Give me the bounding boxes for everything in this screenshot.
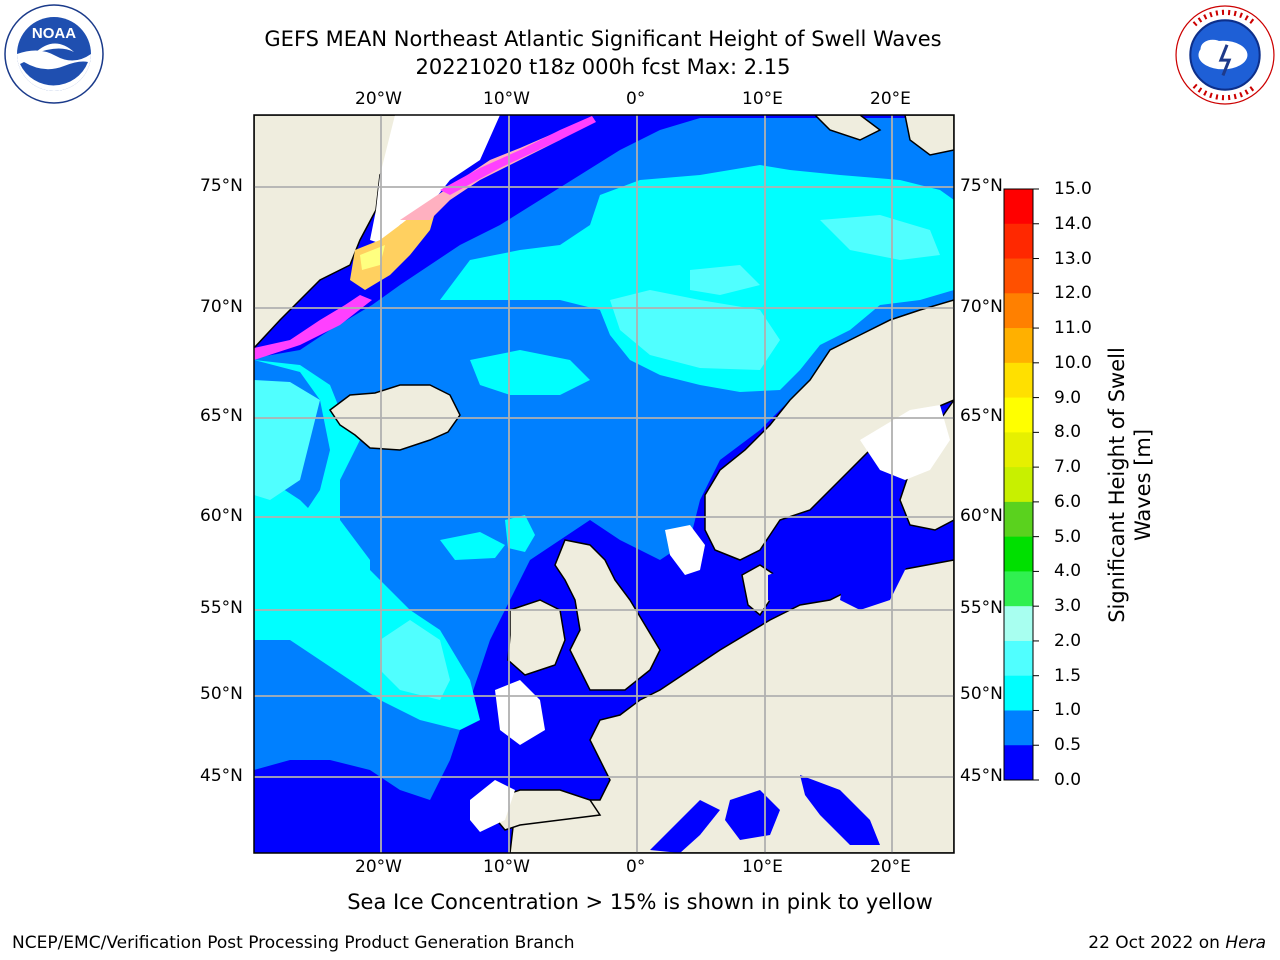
noaa-logo-text: NOAA: [32, 25, 76, 42]
colorbar-tick-label: 1.5: [1054, 666, 1082, 686]
noaa-logo: NOAA: [4, 4, 104, 104]
colorbar-tick-label: 3.0: [1054, 596, 1082, 616]
swell-field-1.5-2.0: [380, 620, 450, 700]
colorbar-label-line1: Significant Height of Swell: [1105, 347, 1129, 623]
sea-ice-edge: [254, 116, 596, 360]
colorbar-bin: [1004, 710, 1033, 746]
lat-tick-left: 75°N: [200, 176, 243, 196]
lat-tick-right: 75°N: [960, 176, 1003, 196]
colorbar-bin: [1004, 745, 1033, 781]
swell-field-1.5-2.0: [610, 290, 780, 370]
colorbar-tick-label: 15.0: [1054, 179, 1092, 199]
lon-tick-top: 10°E: [742, 89, 783, 109]
colorbar-tick-label: 2.0: [1054, 631, 1082, 651]
colorbar-bin: [1004, 293, 1033, 329]
swell-field-1.5-2.0: [820, 215, 940, 260]
colorbar-tick-label: 9.0: [1054, 388, 1082, 408]
colorbar-tick-label: 0.5: [1054, 735, 1082, 755]
colorbar-tick-label: 4.0: [1054, 561, 1082, 581]
colorbar-bin: [1004, 258, 1033, 294]
colorbar-bin: [1004, 675, 1033, 711]
colorbar-tick-label: 12.0: [1054, 283, 1092, 303]
colorbar-bin: [1004, 501, 1033, 538]
lat-tick-right: 45°N: [960, 766, 1003, 786]
colorbar-tick-label: 14.0: [1054, 214, 1092, 234]
footer-date-text: 22 Oct 2022 on: [1088, 933, 1220, 953]
lat-tick-left: 65°N: [200, 406, 243, 426]
lat-tick-right: 55°N: [960, 598, 1003, 618]
lat-tick-left: 55°N: [200, 598, 243, 618]
colorbar-tick-label: 7.0: [1054, 457, 1082, 477]
colorbar-tick-label: 8.0: [1054, 422, 1082, 442]
svalbard: [813, 115, 882, 141]
colorbar-tick-label: 0.0: [1054, 770, 1082, 790]
colorbar-tick-label: 13.0: [1054, 249, 1092, 269]
graticule: [254, 115, 954, 853]
swell-field-1.0-1.5: [440, 532, 505, 560]
colorbar-frame: [1003, 188, 1034, 781]
lat-tick-left: 50°N: [200, 684, 243, 704]
colorbar-bin: [1004, 606, 1033, 642]
colorbar-label-line2: Waves [m]: [1131, 428, 1155, 542]
map-frame: [253, 114, 955, 854]
colorbar-tick-label: 5.0: [1054, 527, 1082, 547]
lon-tick-bottom: 10°W: [483, 857, 530, 877]
colorbar-bin: [1004, 640, 1033, 677]
lat-tick-left: 45°N: [200, 766, 243, 786]
footer-credit: NCEP/EMC/Verification Post Processing Pr…: [12, 933, 575, 953]
iberia-north: [489, 789, 602, 831]
lat-tick-right: 50°N: [960, 684, 1003, 704]
swell-field-1.5-2.0: [690, 265, 760, 295]
footer-date: 22 Oct 2022 on Hera: [1088, 933, 1266, 953]
svalbard-east: [904, 115, 954, 156]
swell-field-1.0-1.5: [470, 350, 590, 395]
lon-tick-top: 0°: [626, 89, 646, 109]
colorbar-bin: [1004, 397, 1033, 433]
lat-tick-right: 70°N: [960, 297, 1003, 317]
colorbar-bin: [1004, 362, 1033, 399]
lon-tick-bottom: 20°E: [870, 857, 911, 877]
lon-tick-top: 20°W: [355, 89, 402, 109]
colorbar-tick-label: 1.0: [1054, 700, 1082, 720]
colorbar-bin: [1004, 536, 1033, 572]
colorbar-tick-label: 11.0: [1054, 318, 1092, 338]
forecast-subtitle: 20221020 t18z 000h fcst Max: 2.15: [415, 55, 791, 79]
sea-ice-note: Sea Ice Concentration > 15% is shown in …: [347, 890, 933, 914]
lat-tick-right: 65°N: [960, 406, 1003, 426]
footer-host: Hera: [1225, 933, 1266, 953]
colorbar: [1004, 189, 1033, 781]
lat-tick-left: 60°N: [200, 506, 243, 526]
colorbar-bin: [1004, 432, 1033, 468]
lon-tick-bottom: 20°W: [355, 857, 402, 877]
colorbar-bin: [1004, 328, 1033, 364]
lon-tick-bottom: 0°: [626, 857, 646, 877]
lon-tick-top: 20°E: [870, 89, 911, 109]
colorbar-bin: [1004, 571, 1033, 607]
colorbar-bin: [1004, 467, 1033, 503]
nws-logo: [1175, 5, 1275, 105]
colorbar-bin: [1004, 223, 1033, 260]
colorbar-tick-label: 10.0: [1054, 353, 1092, 373]
lon-tick-top: 10°W: [483, 89, 530, 109]
inland-seas: [650, 535, 915, 853]
lat-tick-right: 60°N: [960, 506, 1003, 526]
map-title: GEFS MEAN Northeast Atlantic Significant…: [264, 27, 942, 51]
swell-field-1.5-2.0: [254, 380, 320, 500]
colorbar-bin: [1004, 189, 1033, 225]
swell-field-1.0-1.5: [505, 515, 535, 552]
colorbar-tick-label: 6.0: [1054, 492, 1082, 512]
lon-tick-bottom: 10°E: [742, 857, 783, 877]
lat-tick-left: 70°N: [200, 297, 243, 317]
great-britain: [554, 539, 661, 691]
